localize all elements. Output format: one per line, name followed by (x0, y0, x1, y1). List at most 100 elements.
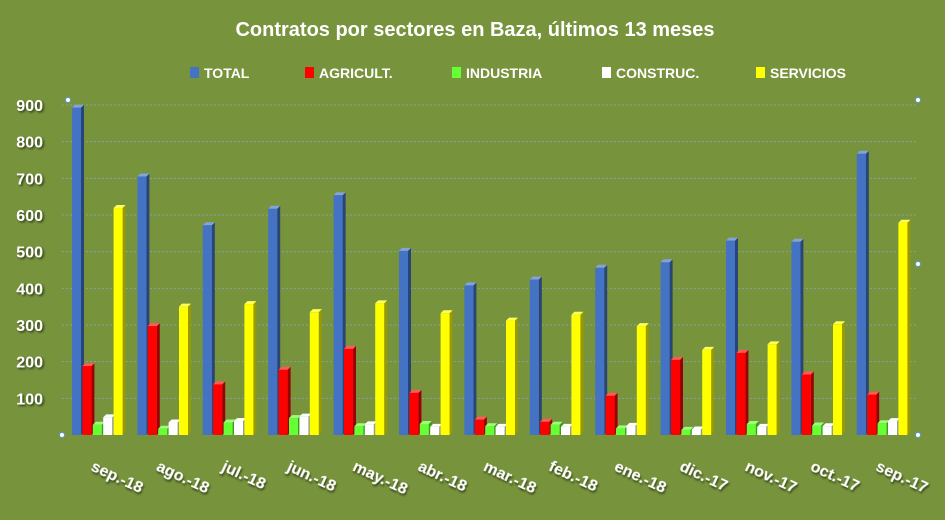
bar-top (736, 349, 749, 353)
legend-swatch (305, 67, 314, 78)
x-tick-label: ene.-18 (612, 458, 669, 497)
bar (430, 426, 440, 435)
legend-label: SERVICIOS (770, 65, 846, 81)
bar-side (211, 222, 215, 435)
legend-item: INDUSTRIA (452, 65, 542, 81)
bar-top (419, 421, 432, 424)
bar-top (681, 426, 694, 430)
bar (791, 241, 801, 435)
bar (333, 195, 343, 435)
legend-label: INDUSTRIA (466, 65, 542, 81)
bar-top (702, 346, 715, 350)
bar-side (645, 323, 649, 435)
bar-top (309, 309, 322, 313)
selection-handle[interactable] (915, 432, 921, 438)
bar-side (253, 301, 257, 435)
bar-top (540, 418, 553, 422)
bar (299, 416, 309, 435)
bar (561, 426, 570, 435)
bar-top (409, 389, 422, 393)
bar (636, 326, 646, 435)
bar-side (515, 317, 518, 435)
bar (440, 313, 450, 435)
selection-handle[interactable] (65, 97, 71, 103)
bar-top (822, 423, 835, 427)
bar-top (550, 421, 563, 425)
bar-top (616, 425, 628, 429)
bar-group (333, 192, 388, 435)
bar-side (408, 247, 411, 435)
x-tick-label: mar.-18 (481, 458, 539, 497)
bar-group (726, 237, 780, 435)
bar (757, 426, 767, 435)
x-tick-label: nov.-17 (742, 458, 799, 497)
bar-top (726, 237, 738, 241)
legend: TOTAL AGRICULT. INDUSTRIA CONSTRUC. SERVICIO… (190, 65, 846, 81)
bar (877, 423, 887, 435)
bar (529, 279, 539, 435)
bar (801, 374, 811, 435)
bar (464, 285, 474, 435)
bar (202, 225, 212, 435)
legend-swatch (452, 67, 461, 78)
bar (822, 426, 832, 435)
bar-top (103, 414, 116, 418)
bar-side (122, 205, 126, 435)
bar-top (137, 173, 150, 177)
bar-side (91, 363, 95, 435)
bar (103, 417, 113, 435)
bar-side (614, 392, 618, 435)
bar (605, 395, 615, 435)
bar (364, 424, 374, 435)
bar (898, 222, 908, 435)
bar (671, 359, 680, 435)
bar (113, 208, 123, 435)
bar (72, 107, 81, 436)
bar-top (440, 310, 453, 314)
bar (691, 429, 701, 435)
selection-handle[interactable] (915, 261, 921, 267)
selection-handle[interactable] (915, 97, 921, 103)
bar (234, 421, 243, 435)
bar-side (538, 276, 542, 435)
legend-item: TOTAL (190, 65, 250, 81)
bar-group (399, 247, 453, 435)
bar-side (449, 310, 453, 435)
y-tick-label: 800 (16, 135, 43, 152)
y-tick-label: 300 (16, 318, 43, 335)
bar-top (485, 423, 498, 427)
bar-group (791, 238, 845, 435)
bar (550, 424, 560, 435)
bar-side (473, 282, 477, 435)
bar-top (691, 426, 704, 430)
bar-top (430, 423, 443, 427)
bar (726, 240, 735, 435)
bar (137, 176, 147, 435)
bar-top (202, 222, 215, 226)
bar-group (137, 173, 191, 435)
bar (767, 344, 777, 435)
bar-top (399, 247, 411, 251)
y-tick-label: 600 (16, 208, 43, 225)
bar-top (506, 317, 518, 321)
selection-handle[interactable] (59, 432, 65, 438)
bar-top (529, 276, 542, 280)
bar (495, 426, 505, 435)
bar (354, 426, 364, 435)
bar-top (364, 421, 377, 425)
bar-side (156, 323, 160, 435)
bar-top (72, 104, 84, 108)
bar-side (222, 381, 226, 435)
bar (399, 250, 408, 435)
bar-top (244, 301, 257, 305)
bar-side (711, 346, 715, 435)
bar (626, 425, 636, 435)
bar-side (810, 371, 814, 435)
bar-top (168, 419, 181, 423)
bar-group (595, 264, 649, 435)
bar-group (268, 205, 322, 435)
bar (244, 304, 254, 435)
x-tick-label: sep.-18 (88, 458, 145, 497)
bar (812, 425, 822, 435)
bar-top (636, 323, 649, 327)
